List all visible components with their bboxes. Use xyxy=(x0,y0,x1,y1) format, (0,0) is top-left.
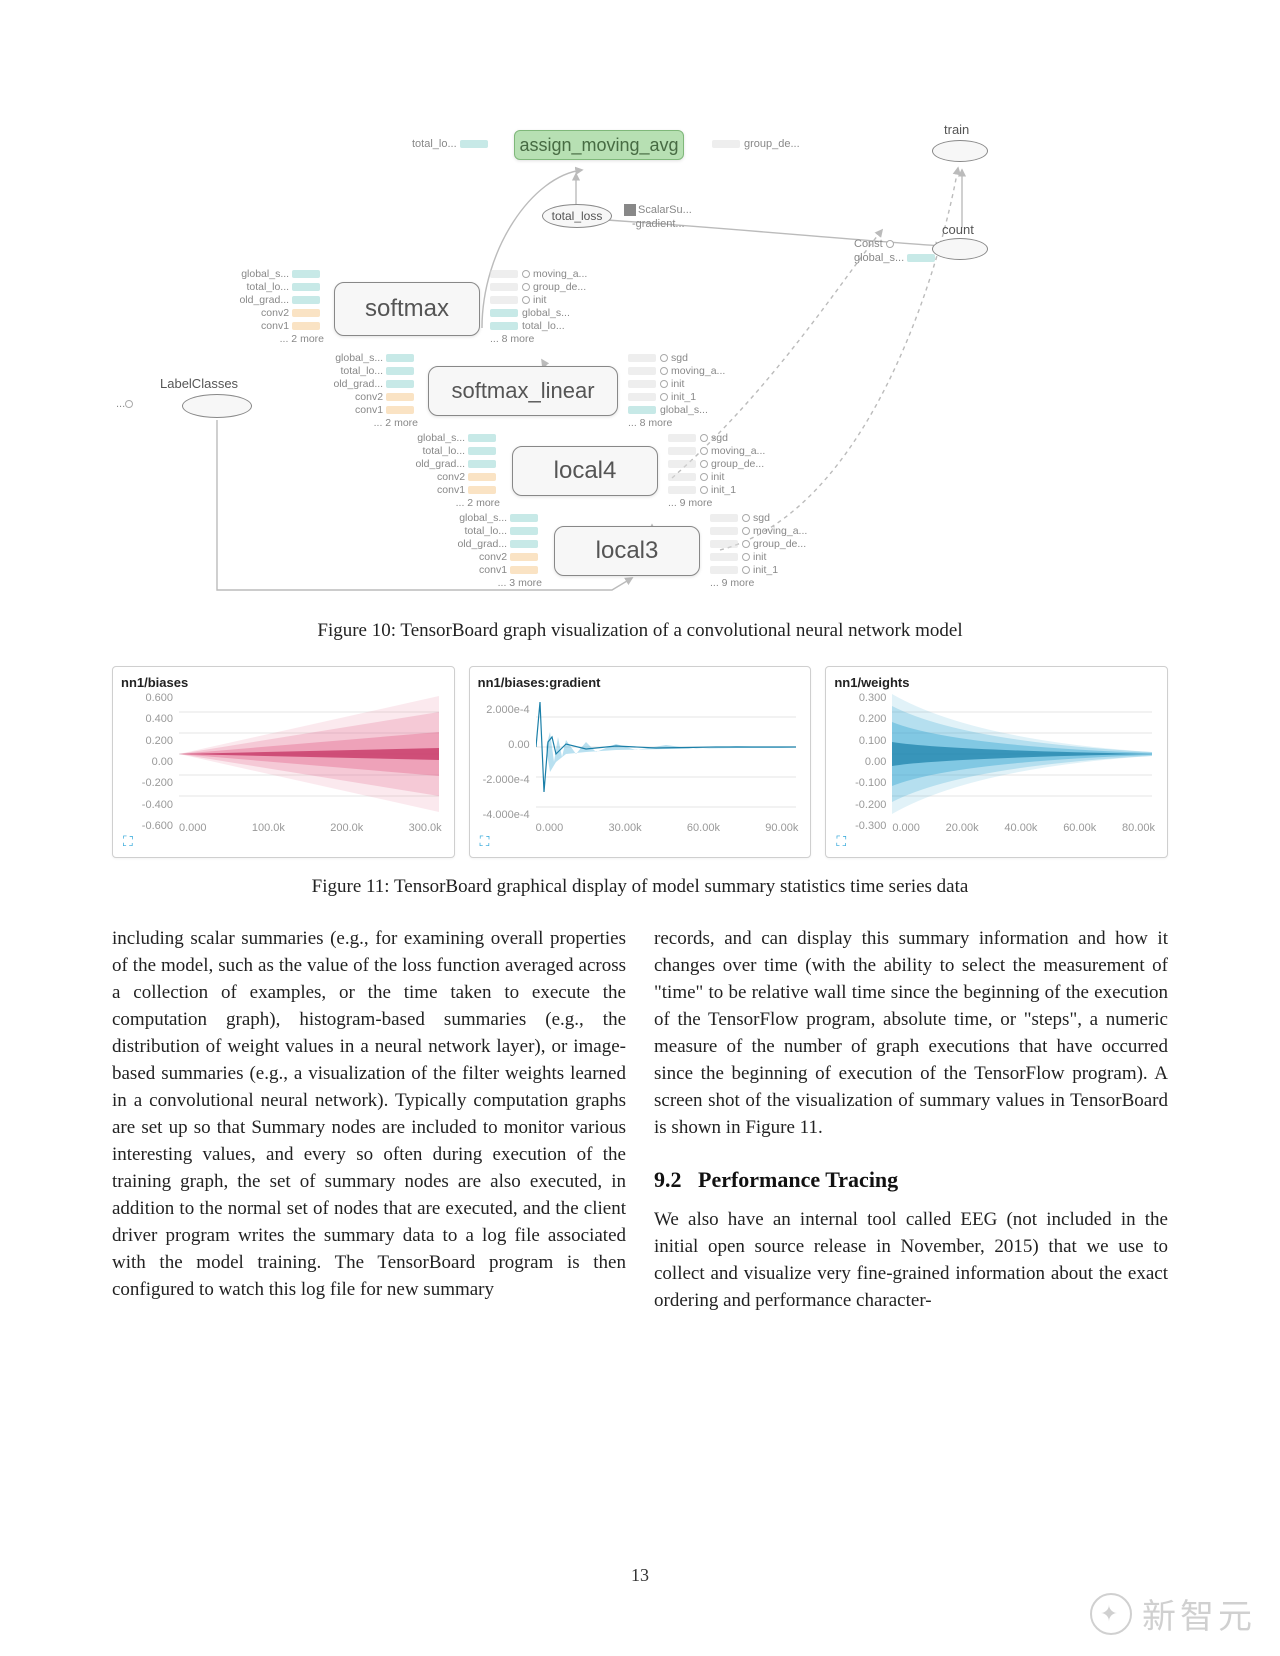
label-dots: ... xyxy=(116,398,136,410)
page-number: 13 xyxy=(631,1565,649,1586)
node-softmax-linear[interactable]: softmax_linear xyxy=(428,366,618,416)
label-const: Const xyxy=(854,238,897,250)
node-local3[interactable]: local3 xyxy=(554,526,700,576)
figure-11-caption: Figure 11: TensorBoard graphical display… xyxy=(112,876,1168,898)
chart-title: nn1/biases xyxy=(121,675,446,690)
chart-title: nn1/biases:gradient xyxy=(478,675,803,690)
node-assign-moving-avg[interactable]: assign_moving_avg xyxy=(514,130,684,160)
node-local4[interactable]: local4 xyxy=(512,446,658,496)
label-scalarsu: ScalarSu... xyxy=(624,204,692,216)
expand-icon[interactable]: ⛶ xyxy=(480,835,494,849)
chart-biases[interactable]: nn1/biases 0.6000.4000.2000.00-0.200-0.4… xyxy=(112,666,455,858)
charts-row: nn1/biases 0.6000.4000.2000.00-0.200-0.4… xyxy=(112,666,1168,858)
y-axis-labels: 0.3000.2000.1000.00-0.100-0.200-0.300 xyxy=(834,692,892,832)
tags-softmax-right: moving_a... group_de... init global_s...… xyxy=(490,268,630,346)
tags-sl-left: global_s... total_lo... old_grad... conv… xyxy=(298,352,418,430)
label-gradient: -gradient... xyxy=(632,218,685,230)
node-total-loss[interactable]: total_loss xyxy=(542,204,612,228)
tags-l3-left: global_s... total_lo... old_grad... conv… xyxy=(422,512,542,590)
node-labelclasses[interactable] xyxy=(182,394,252,418)
chart-title: nn1/weights xyxy=(834,675,1159,690)
chart-plot-svg xyxy=(892,692,1152,816)
node-count[interactable] xyxy=(932,238,988,260)
expand-icon[interactable]: ⛶ xyxy=(836,835,850,849)
tags-sl-right: sgd moving_a... init init_1 global_s... … xyxy=(628,352,768,430)
chart-plot-svg xyxy=(536,692,796,816)
body-paragraph: including scalar summaries (e.g., for ex… xyxy=(112,926,626,1304)
label-total-lo: total_lo... xyxy=(412,138,492,150)
y-axis-labels: 0.6000.4000.2000.00-0.200-0.400-0.600 xyxy=(121,692,179,832)
label-group-de: group_de... xyxy=(712,138,800,150)
tags-l4-right: sgd moving_a... group_de... init init_1 … xyxy=(668,432,808,510)
tags-softmax-left: global_s... total_lo... old_grad... conv… xyxy=(204,268,324,346)
left-column: including scalar summaries (e.g., for ex… xyxy=(112,926,626,1315)
body-paragraph: records, and can display this summary in… xyxy=(654,926,1168,1142)
label-train: train xyxy=(944,122,969,137)
label-count: count xyxy=(942,222,974,237)
tags-l4-left: global_s... total_lo... old_grad... conv… xyxy=(380,432,500,510)
chart-weights[interactable]: nn1/weights 0.3000.2000.1000.00-0.100-0.… xyxy=(825,666,1168,858)
tags-l3-right: sgd moving_a... group_de... init init_1 … xyxy=(710,512,850,590)
tensorboard-graph: total_lo... assign_moving_avg group_de..… xyxy=(112,130,1168,610)
expand-icon[interactable]: ⛶ xyxy=(123,835,137,849)
section-heading: 9.2 Performance Tracing xyxy=(654,1164,1168,1195)
body-columns: including scalar summaries (e.g., for ex… xyxy=(112,926,1168,1315)
label-labelclasses: LabelClasses xyxy=(160,376,238,391)
x-axis-labels: 0.00020.00k40.00k60.00k80.00k xyxy=(892,822,1155,834)
node-softmax[interactable]: softmax xyxy=(334,282,480,336)
node-train[interactable] xyxy=(932,140,988,162)
figure-10-caption: Figure 10: TensorBoard graph visualizati… xyxy=(112,620,1168,642)
x-axis-labels: 0.00030.00k60.00k90.00k xyxy=(536,822,799,834)
y-axis-labels: 2.000e-40.00-2.000e-4-4.000e-4 xyxy=(478,692,536,832)
label-global-s: global_s... xyxy=(854,252,939,264)
chart-biases-gradient[interactable]: nn1/biases:gradient 2.000e-40.00-2.000e-… xyxy=(469,666,812,858)
x-axis-labels: 0.000100.0k200.0k300.0k xyxy=(179,822,442,834)
body-paragraph: We also have an internal tool called EEG… xyxy=(654,1207,1168,1315)
chart-plot-svg xyxy=(179,692,439,816)
right-column: records, and can display this summary in… xyxy=(654,926,1168,1315)
watermark: ✦ 新智元 xyxy=(1090,1589,1256,1638)
wechat-icon: ✦ xyxy=(1090,1593,1132,1635)
